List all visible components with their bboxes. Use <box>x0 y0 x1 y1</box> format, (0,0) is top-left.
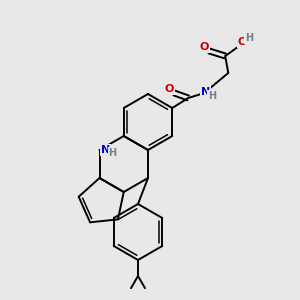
Text: O: O <box>238 37 247 47</box>
Text: N: N <box>101 145 110 155</box>
Text: O: O <box>165 84 174 94</box>
Text: H: H <box>245 33 253 43</box>
Text: H: H <box>108 148 117 158</box>
Text: H: H <box>208 91 216 101</box>
Text: O: O <box>200 42 209 52</box>
Text: N: N <box>201 87 210 97</box>
